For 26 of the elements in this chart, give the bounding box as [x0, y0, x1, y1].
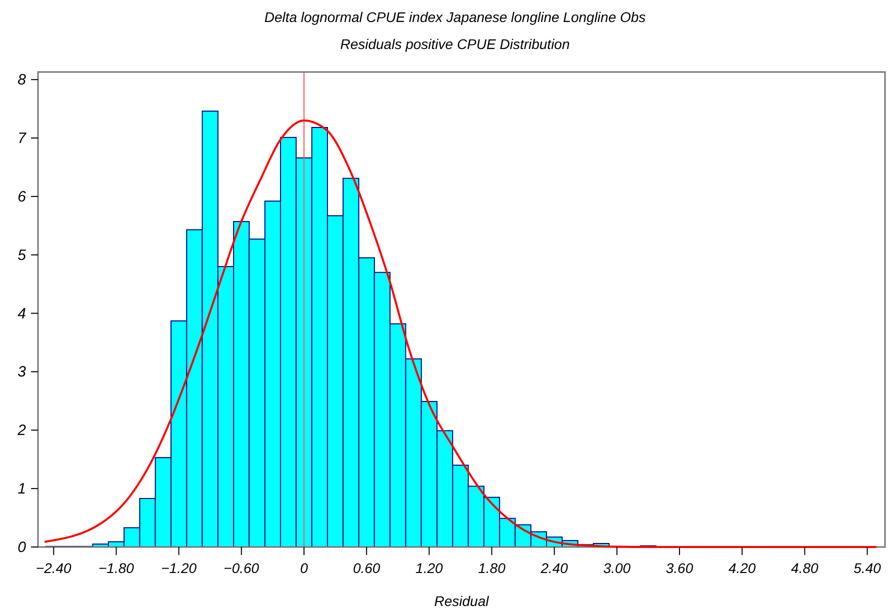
- x-tick-label: −0.60: [224, 560, 260, 576]
- x-tick-label: 3.60: [666, 560, 694, 576]
- y-tick-label: 6: [18, 188, 27, 206]
- y-tick-label: 5: [18, 246, 27, 264]
- y-tick-label: 2: [16, 422, 27, 440]
- x-axis-title: Residual: [434, 593, 490, 609]
- x-tick-label: 2.40: [540, 560, 568, 576]
- chart-subtitle: Residuals positive CPUE Distribution: [340, 36, 570, 52]
- x-tick-label: −2.40: [36, 560, 72, 576]
- chart-title: Delta lognormal CPUE index Japanese longline Longline Obs: [264, 9, 646, 25]
- y-tick-label: 1: [18, 480, 26, 498]
- y-tick-label: 8: [18, 72, 27, 89]
- x-tick-label: 1.80: [478, 560, 506, 576]
- x-tick-label: 0.60: [352, 560, 380, 576]
- x-tick-label: 4.20: [728, 560, 756, 576]
- y-tick-label: 7: [18, 130, 27, 148]
- y-tick-label: 3: [18, 364, 27, 381]
- x-tick-label: −1.20: [161, 560, 197, 576]
- x-tick-label: 3.00: [603, 560, 631, 576]
- x-tick-label: 5.40: [854, 560, 882, 576]
- x-tick-label: 0: [300, 560, 308, 576]
- y-tick-label: 0: [18, 539, 27, 556]
- x-tick-label: −1.80: [98, 560, 134, 576]
- x-tick-label: 4.80: [791, 560, 819, 576]
- y-tick-label: 4: [18, 305, 26, 322]
- x-tick-label: 1.20: [416, 560, 443, 576]
